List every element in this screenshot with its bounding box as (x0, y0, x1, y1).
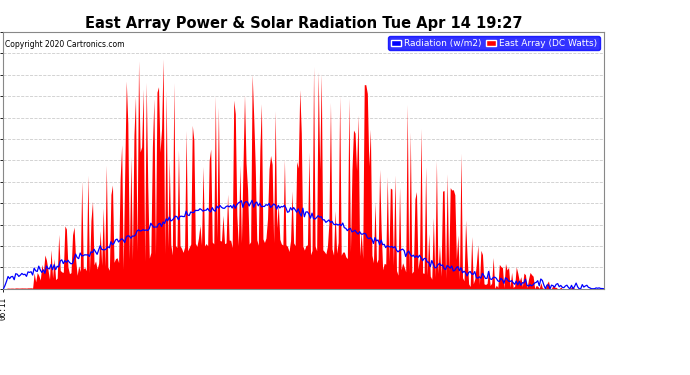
Legend: Radiation (w/m2), East Array (DC Watts): Radiation (w/m2), East Array (DC Watts) (388, 36, 600, 50)
Text: Copyright 2020 Cartronics.com: Copyright 2020 Cartronics.com (5, 40, 124, 49)
Title: East Array Power & Solar Radiation Tue Apr 14 19:27: East Array Power & Solar Radiation Tue A… (85, 16, 522, 31)
